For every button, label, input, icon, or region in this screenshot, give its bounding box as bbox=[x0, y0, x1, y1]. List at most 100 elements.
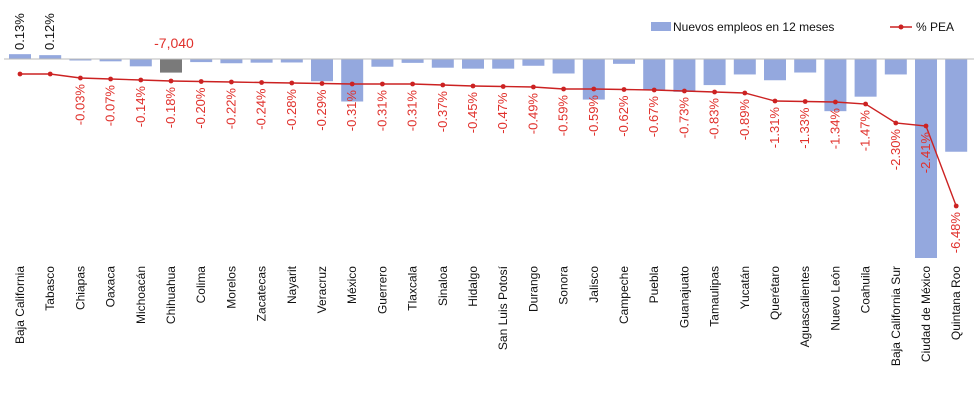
pea-data-label: -0.37% bbox=[435, 91, 450, 133]
category-label: Durango bbox=[526, 266, 540, 312]
category-label: Puebla bbox=[647, 266, 661, 304]
employment-bar bbox=[673, 59, 696, 92]
category-label: Tabasco bbox=[43, 266, 57, 311]
category-label: Guerrero bbox=[375, 266, 389, 314]
pea-point bbox=[259, 80, 264, 85]
category-label: Hidalgo bbox=[466, 266, 480, 307]
employment-bar bbox=[341, 59, 364, 102]
pea-data-label: -0.24% bbox=[254, 88, 269, 130]
pea-data-label: -0.20% bbox=[193, 87, 208, 129]
pea-line-series bbox=[17, 71, 959, 209]
pea-point bbox=[198, 79, 204, 84]
pea-data-label: -0.31% bbox=[374, 90, 389, 132]
legend-bar-label: Nuevos empleos en 12 meses bbox=[673, 20, 834, 34]
pea-data-label: -0.22% bbox=[223, 88, 238, 130]
employment-bar bbox=[9, 54, 31, 59]
pea-point bbox=[772, 98, 778, 104]
pea-line bbox=[20, 73, 957, 207]
pea-point bbox=[712, 89, 717, 95]
pea-point bbox=[833, 99, 838, 105]
pea-data-label: -0.29% bbox=[314, 89, 329, 131]
pea-data-label: -0.49% bbox=[525, 93, 540, 135]
category-label: Guanajuato bbox=[677, 266, 691, 328]
employment-bar bbox=[582, 59, 605, 100]
pea-data-label: -1.33% bbox=[797, 107, 812, 149]
highlight-bar-label: -7,040 bbox=[154, 35, 194, 51]
category-label: Morelos bbox=[224, 266, 238, 309]
category-label: Baja California Sur bbox=[889, 266, 903, 366]
category-label: Campeche bbox=[617, 266, 631, 324]
employment-bar bbox=[220, 59, 243, 64]
pea-data-label: -0.14% bbox=[133, 86, 148, 128]
pea-point bbox=[863, 101, 868, 107]
employment-bar bbox=[311, 59, 333, 82]
employment-bar bbox=[462, 59, 484, 69]
category-label: Querétaro bbox=[768, 266, 782, 320]
pea-point bbox=[500, 84, 506, 89]
pea-data-label: -0.03% bbox=[72, 84, 87, 126]
pea-point bbox=[349, 81, 355, 87]
pea-point bbox=[923, 123, 929, 129]
employment-bar bbox=[764, 59, 786, 81]
category-label: Colima bbox=[194, 266, 208, 304]
legend: Nuevos empleos en 12 meses % PEA bbox=[651, 20, 954, 34]
employment-bar bbox=[99, 59, 122, 62]
category-label: Sonora bbox=[557, 266, 571, 305]
pea-data-label: -0.28% bbox=[284, 89, 299, 131]
employment-bar bbox=[401, 59, 424, 63]
pea-point bbox=[531, 84, 536, 90]
pea-data-label: -0.83% bbox=[707, 98, 722, 140]
pea-point bbox=[953, 203, 959, 209]
pea-data-label: -0.59% bbox=[586, 95, 601, 137]
legend-bar-swatch bbox=[651, 22, 671, 31]
category-label: Jalisco bbox=[587, 266, 601, 303]
employment-bar bbox=[522, 59, 545, 66]
category-label: Coahuila bbox=[859, 266, 873, 314]
category-label: Michoacán bbox=[134, 266, 148, 324]
category-label: Nayarit bbox=[285, 265, 299, 304]
pea-point bbox=[561, 86, 566, 92]
pea-point bbox=[621, 87, 627, 92]
employment-bar bbox=[733, 59, 756, 75]
category-label: Tamaulipas bbox=[708, 266, 722, 327]
pea-data-labels: 0.13% 0.12% -0.03% -0.07% -0.14% -0.18% -0.20%… bbox=[12, 13, 963, 254]
pea-data-label: -0.59% bbox=[556, 95, 571, 137]
pea-point bbox=[108, 76, 113, 82]
employment-bar bbox=[915, 59, 937, 258]
category-label: Chihuahua bbox=[164, 266, 178, 324]
category-label: Quintana Roo bbox=[949, 266, 963, 340]
category-label: Aguascalientes bbox=[798, 266, 812, 347]
employment-bar bbox=[371, 59, 394, 67]
pea-point bbox=[651, 87, 657, 93]
pea-data-label: -0.62% bbox=[616, 95, 631, 137]
employment-bar bbox=[69, 59, 92, 61]
employment-bar bbox=[703, 59, 726, 86]
employment-bar bbox=[613, 59, 635, 64]
pea-data-label: 0.12% bbox=[42, 13, 57, 50]
category-label: Baja California bbox=[13, 266, 27, 344]
legend-line-marker bbox=[898, 24, 904, 30]
pea-point bbox=[682, 88, 687, 94]
employment-bar bbox=[250, 59, 273, 63]
category-label: México bbox=[345, 266, 359, 304]
category-label: Nuevo León bbox=[828, 266, 842, 331]
pea-point bbox=[440, 82, 446, 88]
category-label: Veracruz bbox=[315, 266, 329, 313]
pea-point bbox=[410, 81, 415, 87]
pea-data-label: -0.31% bbox=[405, 90, 420, 132]
pea-point bbox=[17, 71, 23, 77]
pea-data-label: -2.41% bbox=[918, 132, 933, 174]
legend-line-label: % PEA bbox=[916, 20, 954, 34]
category-label: Tlaxcala bbox=[406, 266, 420, 311]
employment-bar bbox=[643, 59, 666, 90]
employment-bar bbox=[431, 59, 454, 68]
pea-point bbox=[47, 71, 53, 77]
pea-data-label: -6.48% bbox=[948, 212, 963, 254]
pea-point bbox=[591, 86, 597, 92]
pea-point bbox=[319, 81, 325, 86]
employment-bar bbox=[190, 59, 213, 63]
pea-point bbox=[470, 83, 476, 89]
employment-bar bbox=[794, 59, 817, 73]
pea-data-label: -0.07% bbox=[103, 85, 118, 127]
employment-bar bbox=[160, 59, 182, 73]
